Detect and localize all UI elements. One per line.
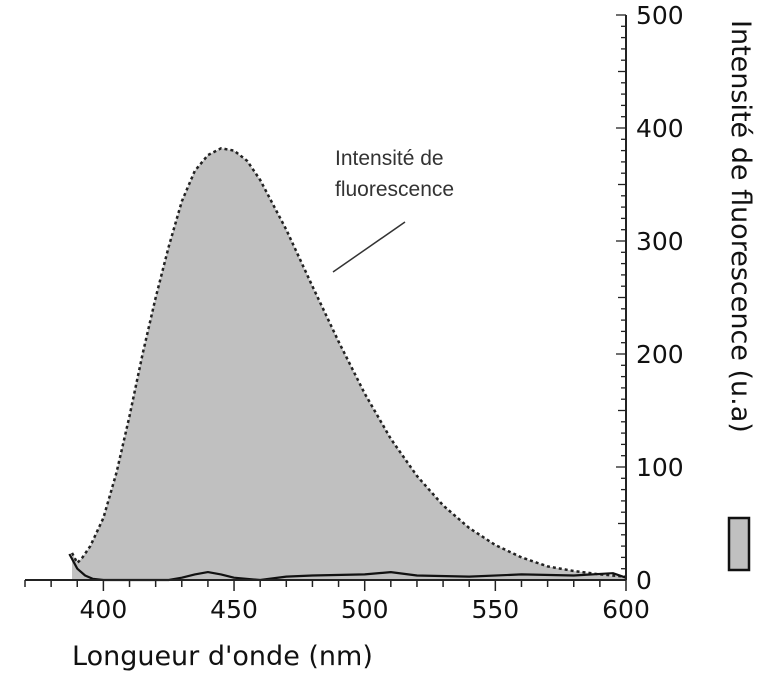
plot-area bbox=[68, 147, 627, 582]
x-tick-label: 550 bbox=[471, 595, 519, 624]
x-tick-label: 600 bbox=[602, 595, 650, 624]
x-tick-label: 500 bbox=[341, 595, 389, 624]
axes: 400 450 500 550 600 0 100 200 300 400 500 bbox=[24, 1, 684, 624]
x-axis-title: Longueur d'onde (nm) bbox=[72, 641, 373, 672]
y-tick-label: 200 bbox=[636, 340, 684, 369]
annotation-leader-line bbox=[332, 221, 406, 273]
y-tick-labels: 0 100 200 300 400 500 bbox=[636, 1, 684, 595]
y-minor-ticks bbox=[616, 14, 626, 581]
legend-swatch bbox=[727, 516, 751, 572]
x-tick-labels: 400 450 500 550 600 bbox=[80, 595, 650, 624]
annotation-line-2: fluorescence bbox=[335, 178, 454, 201]
y-tick-label: 500 bbox=[636, 1, 684, 30]
x-minor-ticks bbox=[24, 580, 627, 591]
y-tick-label: 300 bbox=[636, 227, 684, 256]
y-tick-label: 100 bbox=[636, 453, 684, 482]
x-tick-label: 450 bbox=[210, 595, 258, 624]
annotation-line-1: Intensité de bbox=[335, 147, 444, 170]
y-tick-label: 400 bbox=[636, 114, 684, 143]
y-tick-label: 0 bbox=[636, 566, 652, 595]
x-tick-label: 400 bbox=[80, 595, 128, 624]
fluorescence-curve bbox=[70, 147, 627, 578]
y-axis-title: Intensité de fluorescence (u.a) bbox=[725, 20, 756, 433]
